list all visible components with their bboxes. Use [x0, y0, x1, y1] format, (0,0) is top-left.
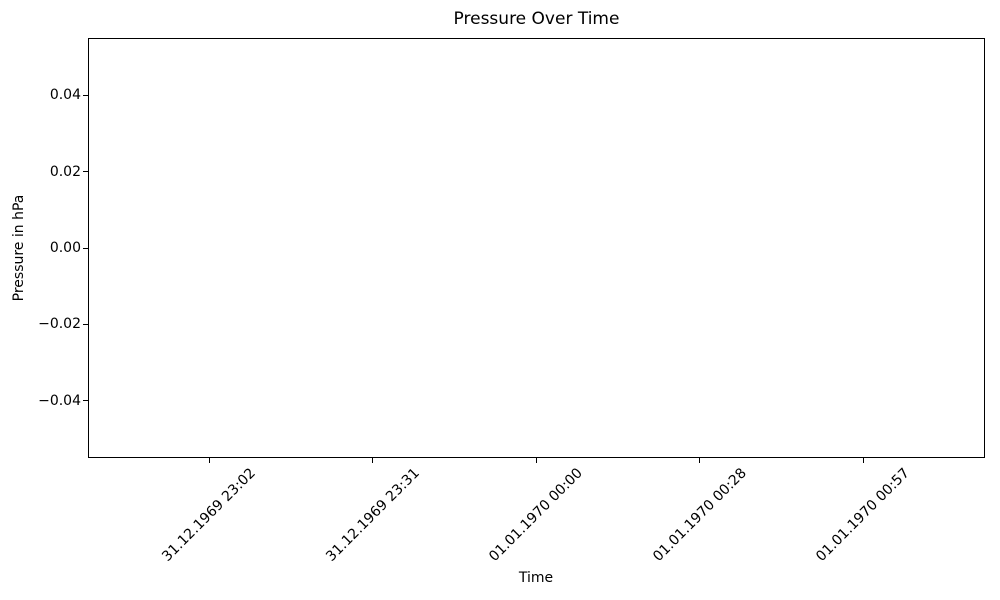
x-tick-label: 01.01.1970 00:57 — [813, 465, 913, 565]
y-tick-label: −0.04 — [38, 392, 81, 409]
plot-area — [88, 38, 985, 458]
y-tick-label: 0.00 — [49, 240, 81, 256]
x-tick-mark — [208, 458, 210, 463]
x-tick-label: 31.12.1969 23:02 — [159, 465, 259, 565]
chart-title: Pressure Over Time — [453, 9, 620, 29]
y-tick-mark — [83, 400, 88, 402]
x-tick-label: 01.01.1970 00:28 — [649, 465, 750, 565]
y-tick-mark — [83, 171, 88, 173]
y-tick-label: 0.04 — [49, 87, 81, 104]
x-tick-mark — [372, 458, 373, 463]
x-axis-label: Time — [518, 570, 554, 586]
x-tick-label: 01.01.1970 00:00 — [486, 465, 586, 565]
y-axis-label: Pressure in hPa — [11, 194, 27, 302]
y-tick-mark — [83, 94, 88, 96]
x-tick-mark — [535, 458, 537, 463]
y-tick-mark — [83, 323, 88, 325]
x-tick-mark — [862, 458, 864, 463]
x-tick-mark — [699, 458, 700, 463]
x-tick-label: 31.12.1969 23:31 — [322, 465, 423, 565]
y-tick-label: 0.02 — [49, 163, 81, 180]
y-tick-label: −0.02 — [38, 316, 81, 333]
y-tick-mark — [83, 247, 88, 249]
